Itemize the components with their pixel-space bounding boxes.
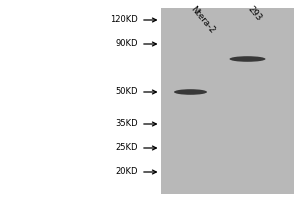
Text: 293: 293	[246, 4, 263, 23]
Text: 35KD: 35KD	[116, 119, 138, 129]
Text: 120KD: 120KD	[110, 16, 138, 24]
Text: 50KD: 50KD	[116, 88, 138, 97]
Ellipse shape	[230, 56, 266, 62]
Text: 25KD: 25KD	[116, 144, 138, 152]
Bar	[160, 8, 294, 194]
Text: Ntera-2: Ntera-2	[189, 4, 217, 35]
Ellipse shape	[174, 89, 207, 95]
Text: 20KD: 20KD	[116, 168, 138, 176]
Text: 90KD: 90KD	[116, 40, 138, 48]
